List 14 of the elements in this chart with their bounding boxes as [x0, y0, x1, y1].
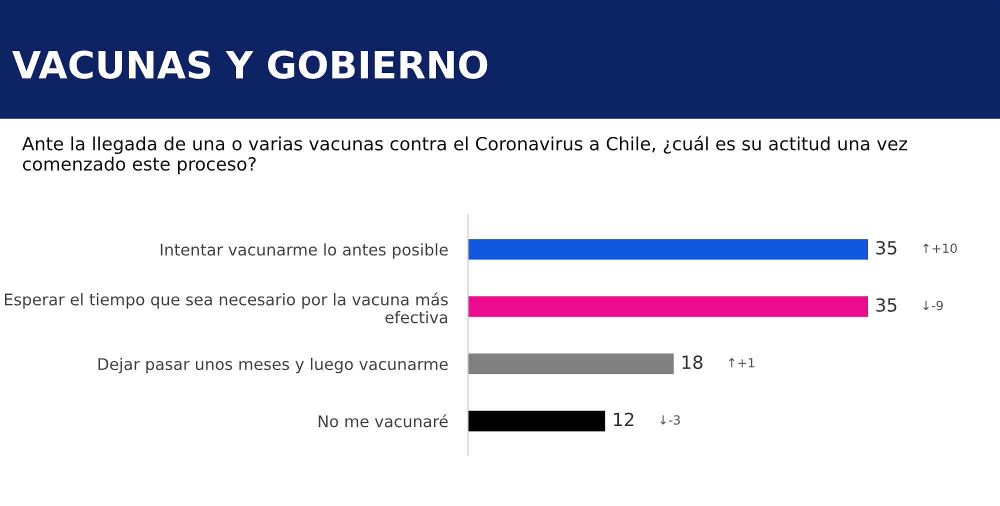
- annotation: ↑+1: [729, 358, 754, 368]
- text: ↑+10: [923, 244, 957, 254]
- data-label: 18: [682, 355, 702, 370]
- annotation: ↓-3: [660, 415, 680, 425]
- data-label: 35: [876, 298, 896, 312]
- chart-title: VACUNAS Y GOBIERNO: [12, 50, 488, 79]
- y-tick-label: No me vacunaré: [318, 414, 448, 428]
- chart-subtitle: Ante la llegada de una o varias vacunas contra el Coronavirus a Chile, ¿cuál es su actitud una vez comenzado este proceso?: [22, 136, 908, 174]
- data-label: 35: [876, 240, 896, 255]
- y-tick-label: Dejar pasar unos meses y luego vacunarme: [98, 358, 448, 374]
- y-tick-label: Intentar vacunarme lo antes posible: [160, 243, 448, 259]
- text: ↓-9: [923, 300, 943, 310]
- y-tick-label: Esperar el tiempo que sea necesario por la vacuna más efectiva: [4, 292, 448, 324]
- data-label: 12: [614, 412, 634, 426]
